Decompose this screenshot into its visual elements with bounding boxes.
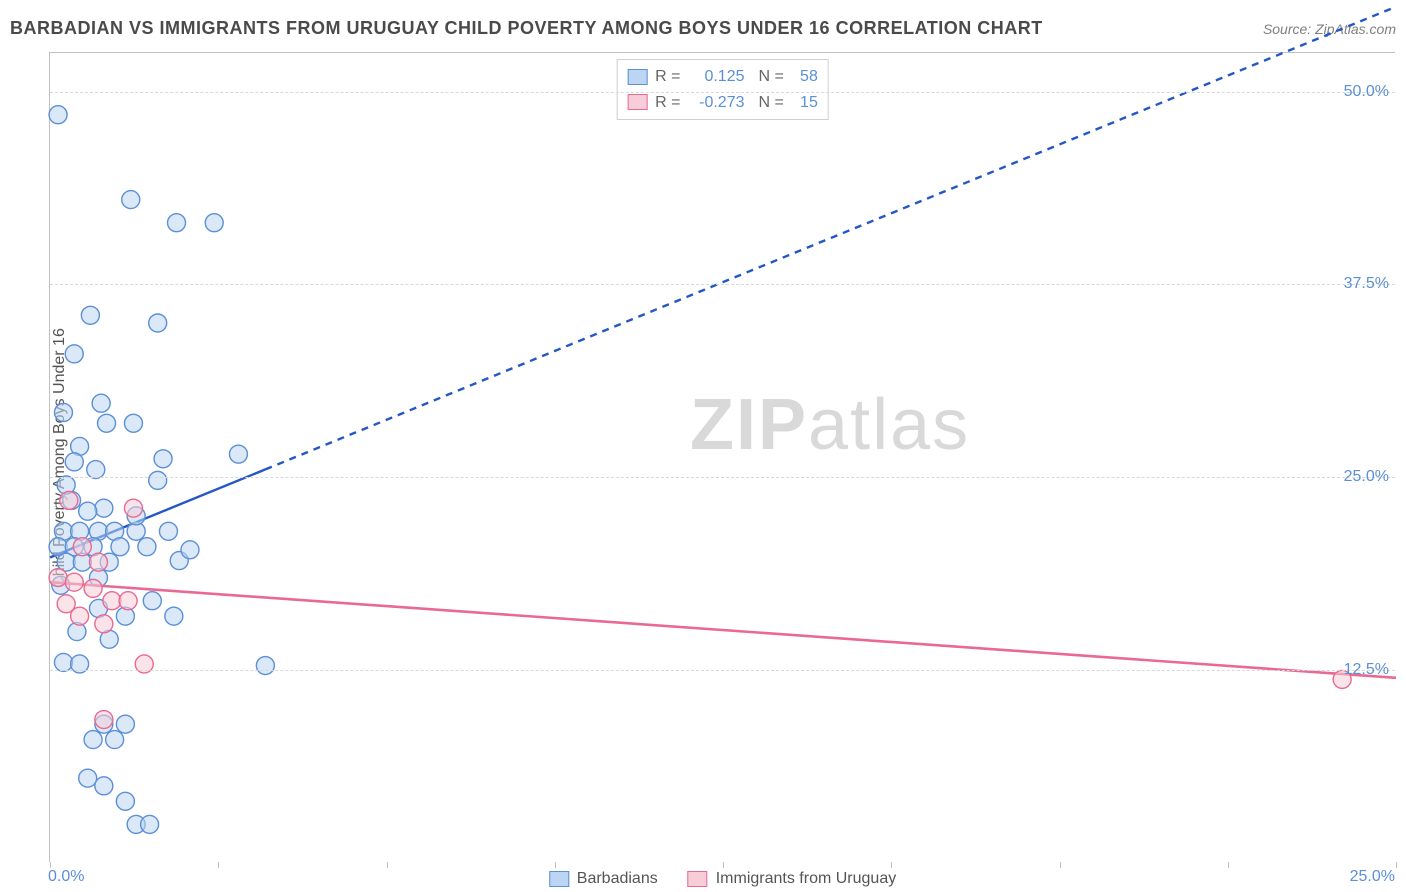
scatter-point (92, 394, 110, 412)
y-tick-label: 37.5% (1344, 275, 1389, 293)
scatter-plot (50, 53, 1395, 862)
gridline-h (50, 92, 1395, 93)
scatter-point (81, 306, 99, 324)
legend-item-0: Barbadians (549, 870, 658, 888)
y-tick-label: 12.5% (1344, 661, 1389, 679)
r-label-0: R = (655, 64, 680, 90)
scatter-point (60, 491, 78, 509)
x-tick (218, 862, 219, 868)
scatter-point (49, 569, 67, 587)
n-value-0: 58 (792, 64, 818, 90)
x-tick (891, 862, 892, 868)
scatter-point (168, 214, 186, 232)
scatter-point (103, 592, 121, 610)
legend-label-0: Barbadians (577, 870, 658, 888)
scatter-point (122, 191, 140, 209)
scatter-point (256, 657, 274, 675)
r-label-1: R = (655, 90, 680, 116)
scatter-point (65, 453, 83, 471)
x-tick (387, 862, 388, 868)
scatter-point (106, 731, 124, 749)
scatter-point (165, 607, 183, 625)
chart-header: BARBADIAN VS IMMIGRANTS FROM URUGUAY CHI… (10, 18, 1396, 39)
scatter-point (49, 106, 67, 124)
legend-stats-row-0: R = 0.125 N = 58 (627, 64, 818, 90)
scatter-point (87, 461, 105, 479)
scatter-point (181, 541, 199, 559)
scatter-point (149, 314, 167, 332)
scatter-point (143, 592, 161, 610)
y-tick-label: 50.0% (1344, 83, 1389, 101)
legend-stats: R = 0.125 N = 58 R = -0.273 N = 15 (616, 59, 829, 120)
scatter-point (84, 731, 102, 749)
x-tick (1228, 862, 1229, 868)
regression-line-dashed (265, 7, 1396, 470)
x-tick (50, 862, 51, 868)
n-value-1: 15 (792, 90, 818, 116)
r-value-1: -0.273 (689, 90, 745, 116)
scatter-point (89, 553, 107, 571)
n-label-1: N = (759, 90, 784, 116)
scatter-point (116, 715, 134, 733)
legend-item-1: Immigrants from Uruguay (688, 870, 897, 888)
scatter-point (95, 499, 113, 517)
y-tick-label: 25.0% (1344, 468, 1389, 486)
scatter-point (54, 653, 72, 671)
legend-swatch-0 (627, 69, 647, 85)
r-value-0: 0.125 (689, 64, 745, 90)
scatter-point (124, 499, 142, 517)
gridline-h (50, 284, 1395, 285)
scatter-point (95, 711, 113, 729)
chart-title: BARBADIAN VS IMMIGRANTS FROM URUGUAY CHI… (10, 18, 1043, 39)
scatter-point (79, 502, 97, 520)
legend-bottom-swatch-0 (549, 871, 569, 887)
gridline-h (50, 477, 1395, 478)
scatter-point (84, 579, 102, 597)
scatter-point (138, 538, 156, 556)
scatter-point (57, 595, 75, 613)
gridline-h (50, 670, 1395, 671)
scatter-point (111, 538, 129, 556)
scatter-point (65, 345, 83, 363)
x-tick (1396, 862, 1397, 868)
scatter-point (98, 414, 116, 432)
scatter-point (116, 792, 134, 810)
legend-series: Barbadians Immigrants from Uruguay (549, 870, 896, 888)
source-label: Source: (1263, 21, 1315, 37)
chart-area: Child Poverty Among Boys Under 16 ZIPatl… (49, 52, 1395, 862)
scatter-point (149, 471, 167, 489)
x-tick-label-min: 0.0% (48, 868, 84, 886)
regression-line-solid (50, 582, 1396, 678)
scatter-point (159, 522, 177, 540)
scatter-point (229, 445, 247, 463)
scatter-point (141, 815, 159, 833)
legend-label-1: Immigrants from Uruguay (716, 870, 897, 888)
legend-swatch-1 (627, 94, 647, 110)
x-tick (555, 862, 556, 868)
legend-stats-row-1: R = -0.273 N = 15 (627, 90, 818, 116)
scatter-point (119, 592, 137, 610)
scatter-point (79, 769, 97, 787)
scatter-point (65, 573, 83, 591)
x-tick-label-max: 25.0% (1350, 868, 1395, 886)
scatter-point (54, 403, 72, 421)
scatter-point (205, 214, 223, 232)
x-tick (1060, 862, 1061, 868)
scatter-point (154, 450, 172, 468)
scatter-point (73, 538, 91, 556)
scatter-point (124, 414, 142, 432)
x-tick (723, 862, 724, 868)
scatter-point (95, 777, 113, 795)
n-label-0: N = (759, 64, 784, 90)
scatter-point (95, 615, 113, 633)
legend-bottom-swatch-1 (688, 871, 708, 887)
